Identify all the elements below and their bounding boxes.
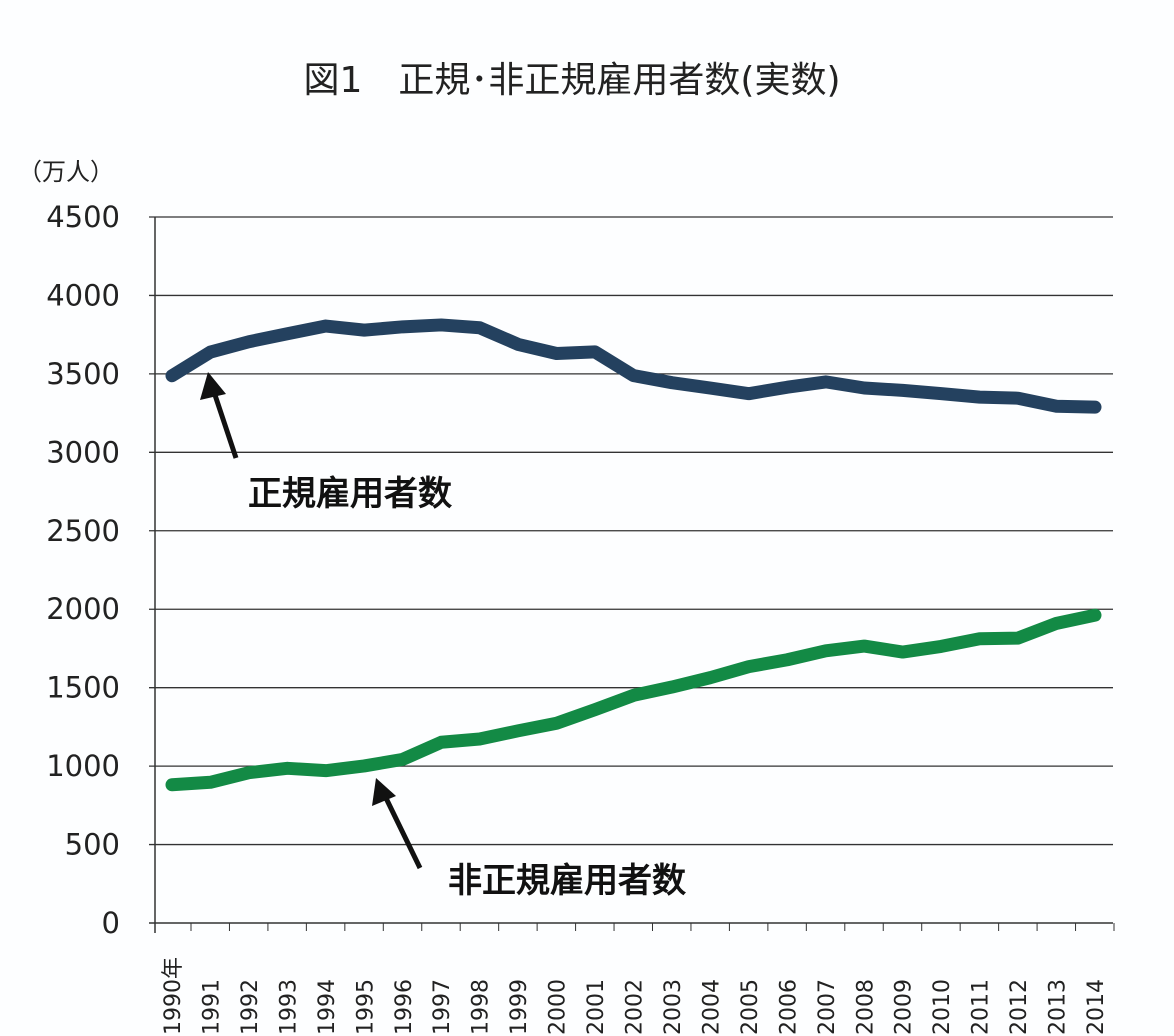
x-axis-ticks: 1990年 1991 1992 1993 1994 1995 1996 1997 1998 199…: [161, 923, 1115, 1035]
y-tick-label: 3000: [46, 435, 120, 469]
x-tick-label: 2004: [699, 979, 724, 1035]
y-tick-label: 2000: [46, 592, 120, 626]
nonregular-series-label: 非正規雇用者数: [448, 861, 686, 901]
y-tick-label: 4000: [46, 278, 120, 312]
series-lines: [165, 318, 1102, 792]
x-tick-label: 2006: [776, 979, 801, 1035]
x-tick-label: 2003: [661, 979, 686, 1035]
x-tick-label: 1993: [276, 979, 301, 1035]
x-tick-label: 2002: [623, 979, 648, 1035]
x-tick-label: 2009: [892, 979, 917, 1035]
y-tick-label: 1500: [46, 671, 120, 705]
x-tick-label: 2008: [853, 979, 878, 1035]
y-axis-ticks: 0 500 1000 1500 2000 2500 3000 3500 4000 4500: [46, 200, 120, 940]
x-tick-label: 1994: [315, 979, 340, 1035]
y-tick-label: 0: [102, 906, 120, 940]
nonregular-arrow: [382, 794, 423, 870]
chart-title: 図1 正規･非正規雇用者数(実数): [304, 60, 841, 101]
y-tick-label: 2500: [46, 514, 120, 548]
x-tick-label: 1997: [430, 979, 455, 1035]
x-tick-label: 1998: [469, 979, 494, 1035]
x-tick-label: 2014: [1084, 979, 1109, 1035]
x-tick-label: 1991: [199, 979, 224, 1035]
x-tick-label: 1996: [392, 979, 417, 1035]
x-tick-label: 1990年: [161, 957, 186, 1035]
y-tick-label: 500: [65, 828, 120, 862]
y-axis-unit-label: （万人）: [18, 158, 114, 186]
y-tick-label: 4500: [46, 200, 120, 234]
regular-series-label: 正規雇用者数: [248, 474, 452, 514]
x-tick-label: 2007: [815, 979, 840, 1035]
x-tick-label: 2010: [930, 979, 955, 1035]
x-tick-label: 1995: [353, 979, 378, 1035]
y-tick-label: 3500: [46, 357, 120, 391]
nonregular-annotation: 非正規雇用者数: [372, 778, 686, 901]
series-line-regular: [165, 318, 1102, 414]
x-tick-label: 2005: [738, 979, 763, 1035]
series-line-nonregular: [165, 608, 1102, 792]
y-tick-label: 1000: [46, 749, 120, 783]
gridlines: [149, 216, 1113, 933]
regular-arrow-head: [200, 372, 226, 400]
x-tick-label: 1999: [507, 979, 532, 1035]
x-tick-label: 2011: [969, 979, 994, 1035]
x-tick-label: 1992: [238, 979, 263, 1035]
x-tick-label: 2012: [1007, 979, 1032, 1035]
x-tick-label: 2001: [584, 979, 609, 1035]
regular-annotation: 正規雇用者数: [200, 372, 452, 514]
x-tick-label: 2000: [546, 979, 571, 1035]
x-tick-label: 2013: [1046, 979, 1071, 1035]
regular-arrow: [211, 391, 239, 459]
nonregular-arrow-head: [372, 778, 396, 806]
